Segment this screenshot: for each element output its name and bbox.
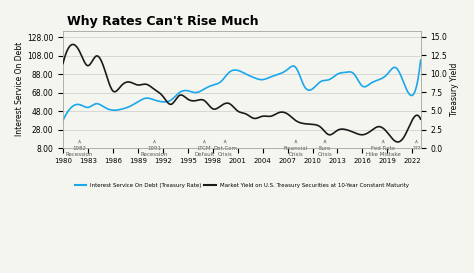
Text: Dot.Com
Crisis: Dot.Com Crisis <box>213 141 237 157</box>
Y-axis label: Treasury Yield: Treasury Yield <box>450 63 459 116</box>
Text: Fed Rate
Hike Mistake: Fed Rate Hike Mistake <box>366 141 401 157</box>
Text: LTCM
Default: LTCM Default <box>194 141 215 157</box>
Text: ???: ??? <box>412 141 421 151</box>
Text: 1982
Recession: 1982 Recession <box>66 141 93 157</box>
Legend: Interest Service On Debt (Treasury Rate), Market Yield on U.S. Treasury Securiti: Interest Service On Debt (Treasury Rate)… <box>73 181 411 190</box>
Text: Why Rates Can't Rise Much: Why Rates Can't Rise Much <box>66 15 258 28</box>
Text: Euro
Crisis: Euro Crisis <box>318 141 332 157</box>
Text: 1991
Recession: 1991 Recession <box>141 141 168 157</box>
Y-axis label: Interest Service On Debt: Interest Service On Debt <box>15 42 24 136</box>
Text: Financial
Crisis: Financial Crisis <box>284 141 308 157</box>
